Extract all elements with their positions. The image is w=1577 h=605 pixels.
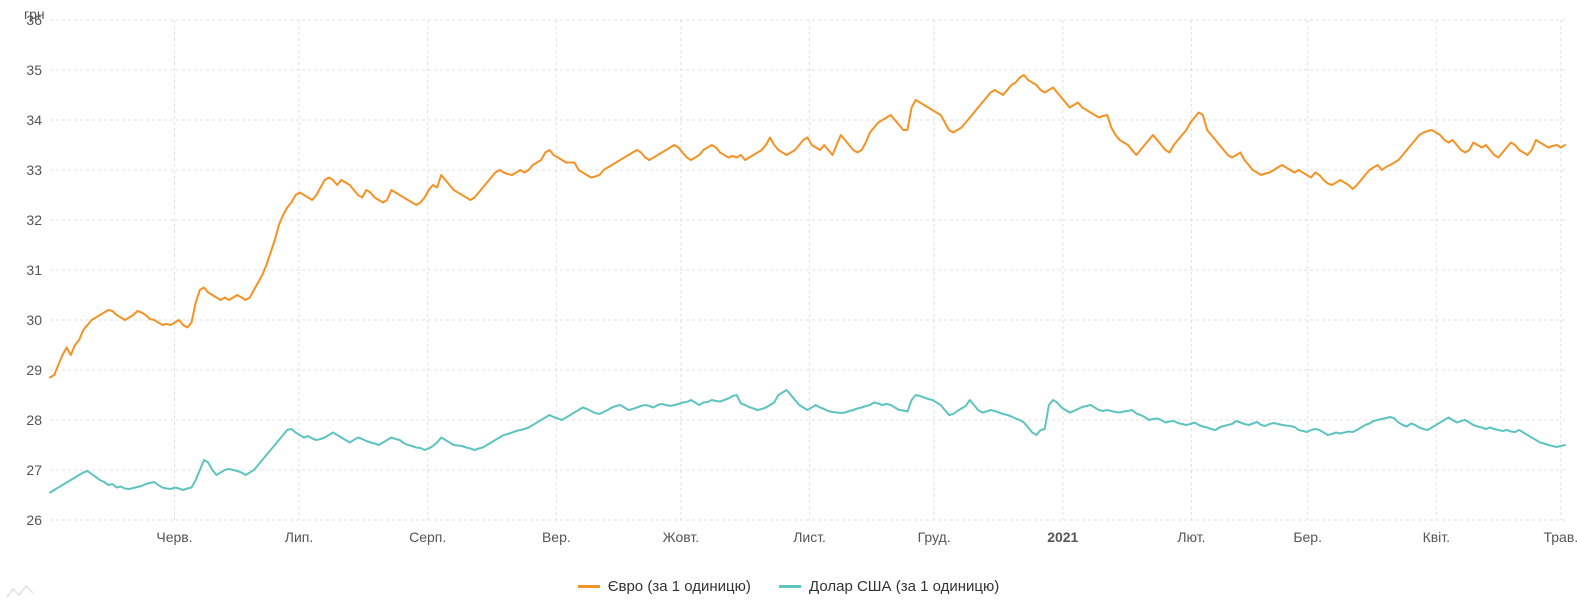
x-tick-label: Вер. (542, 529, 571, 545)
y-tick-label: 34 (26, 112, 42, 128)
x-tick-label: Жовт. (663, 529, 699, 545)
y-tick-label: 29 (26, 362, 42, 378)
x-tick-label: Лют. (1177, 529, 1205, 545)
chart-plot-area: 2627282930313233343536Черв.Лип.Серп.Вер.… (0, 0, 1577, 560)
x-tick-label: Лист. (793, 529, 826, 545)
legend-swatch-usd (779, 585, 801, 588)
chart-legend: Євро (за 1 одиницю) Долар США (за 1 один… (0, 575, 1577, 595)
y-axis-title: грн (24, 6, 45, 22)
x-tick-label: Трав. (1544, 529, 1577, 545)
legend-item-euro[interactable]: Євро (за 1 одиницю) (578, 578, 751, 595)
scrollbar-icon (6, 583, 34, 599)
x-tick-label: Бер. (1293, 529, 1322, 545)
y-tick-label: 33 (26, 162, 42, 178)
x-tick-label: Серп. (409, 529, 446, 545)
y-tick-label: 35 (26, 62, 42, 78)
y-tick-label: 30 (26, 312, 42, 328)
currency-chart: грн 2627282930313233343536Черв.Лип.Серп.… (0, 0, 1577, 605)
x-tick-label: Черв. (156, 529, 192, 545)
x-tick-label: Лип. (285, 529, 313, 545)
y-tick-label: 32 (26, 212, 42, 228)
series-line-1 (50, 390, 1565, 493)
x-tick-label: 2021 (1047, 529, 1078, 545)
y-tick-label: 26 (26, 512, 42, 528)
y-tick-label: 31 (26, 262, 42, 278)
x-tick-label: Квіт. (1423, 529, 1450, 545)
legend-item-usd[interactable]: Долар США (за 1 одиницю) (779, 578, 999, 595)
y-tick-label: 27 (26, 462, 42, 478)
x-tick-label: Груд. (918, 529, 951, 545)
legend-label-usd: Долар США (за 1 одиницю) (809, 578, 999, 595)
legend-swatch-euro (578, 585, 600, 588)
y-tick-label: 28 (26, 412, 42, 428)
legend-label-euro: Євро (за 1 одиницю) (608, 578, 751, 595)
